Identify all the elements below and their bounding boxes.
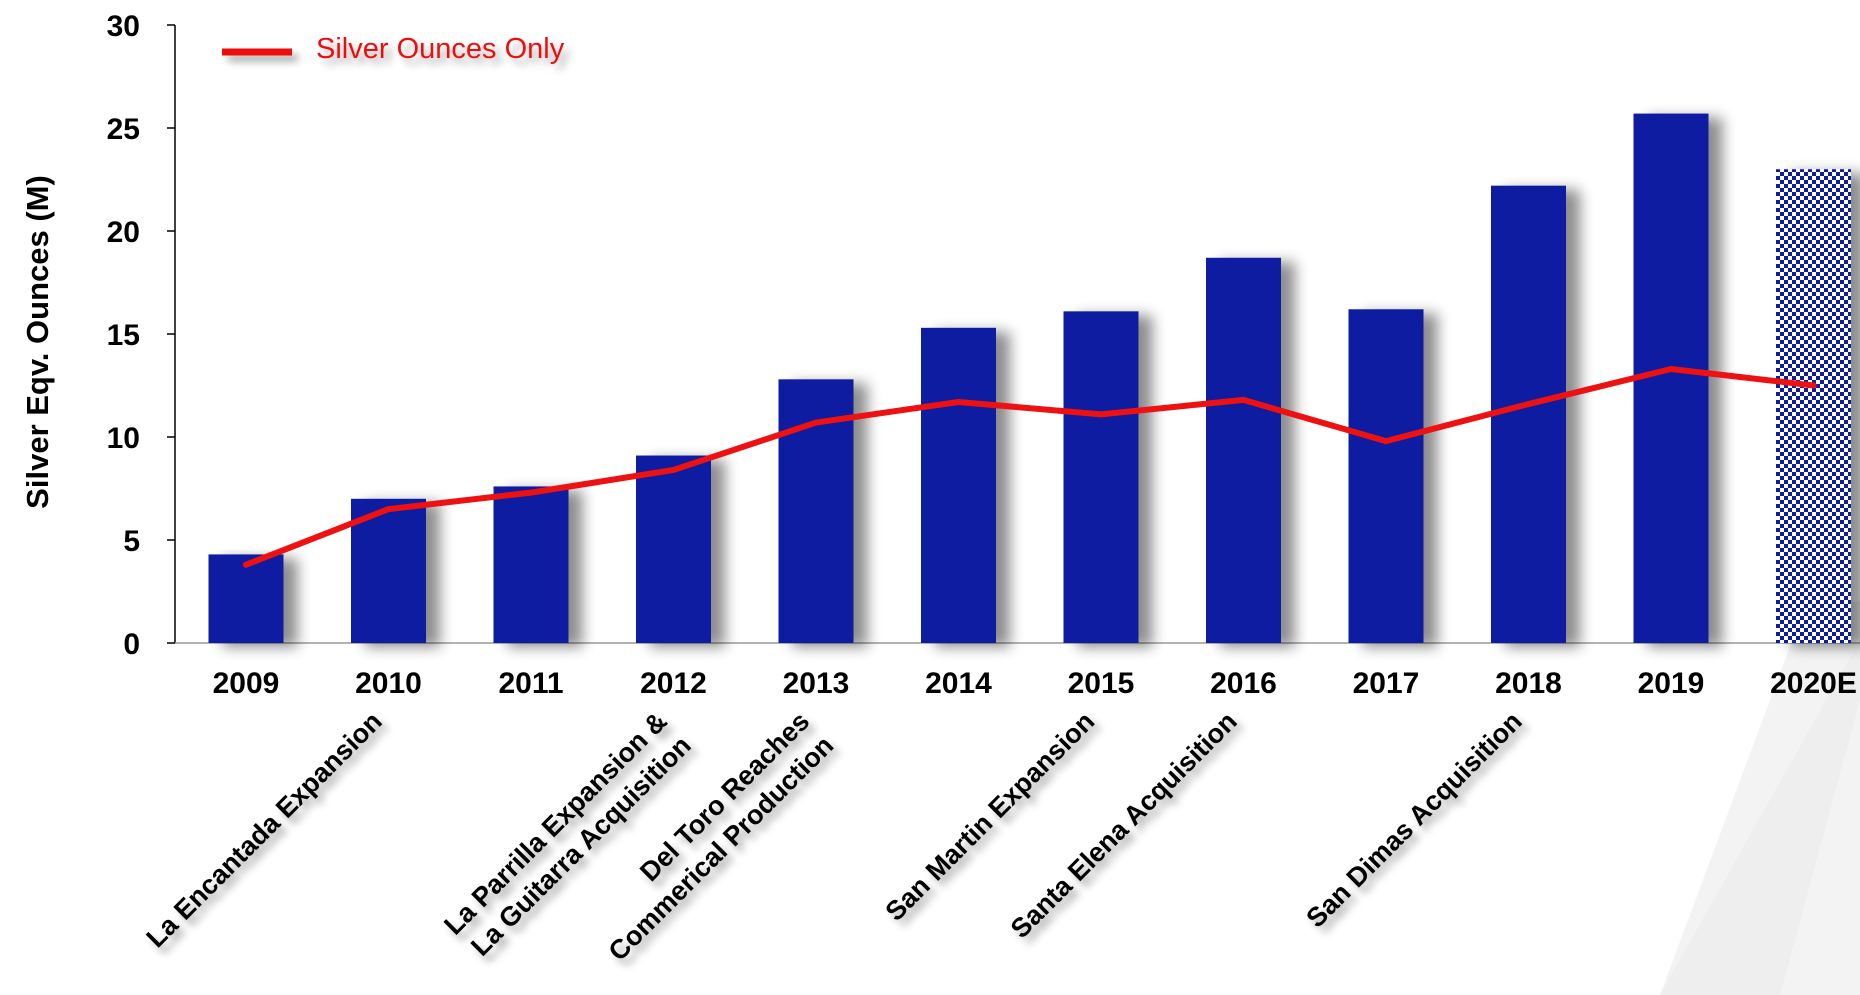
y-tick-label: 10 <box>107 422 140 455</box>
line-point <box>1525 401 1532 408</box>
line-point <box>1240 396 1247 403</box>
silver-ounces-line <box>243 366 1817 568</box>
line-point <box>813 419 819 426</box>
x-tick-label: 2011 <box>498 667 563 700</box>
line-point <box>1810 382 1817 389</box>
bar-2020e <box>1776 169 1851 643</box>
x-tick-label: 2014 <box>925 667 992 700</box>
line-point <box>670 466 677 473</box>
line-point <box>1383 438 1389 445</box>
x-tick-label: 2013 <box>783 667 850 700</box>
x-tick-label: 2010 <box>355 667 422 700</box>
bar-2010 <box>351 498 426 643</box>
bar-2009 <box>208 554 284 643</box>
watermark-stroke <box>1660 640 1860 995</box>
watermark-stroke <box>1660 600 1860 995</box>
line-point <box>1668 366 1674 373</box>
bar-2015 <box>1063 311 1139 643</box>
bar-2014 <box>921 327 996 643</box>
bar-2012 <box>636 455 711 643</box>
y-tick-label: 5 <box>123 525 140 558</box>
y-axis-label: Silver Eqv. Ounces (M) <box>20 175 55 509</box>
y-tick-label: 0 <box>123 628 140 661</box>
line-point <box>955 398 962 405</box>
x-tick-label: 2018 <box>1495 667 1562 700</box>
x-tick-label: 2009 <box>213 667 280 700</box>
bar-2017 <box>1348 309 1424 643</box>
y-tick-label: 15 <box>107 319 140 352</box>
legend-label: Silver Ounces Only <box>316 33 565 65</box>
y-tick-label: 25 <box>107 113 140 146</box>
x-tick-label: 2012 <box>640 667 707 700</box>
x-tick-label: 2019 <box>1638 667 1705 700</box>
line-point <box>1098 411 1104 418</box>
y-tick-label: 20 <box>107 216 140 249</box>
line-point <box>385 506 392 513</box>
milestone-annotation: San Dimas Acquisition <box>1300 706 1527 933</box>
bar-2018 <box>1491 185 1566 643</box>
milestone-annotation: Santa Elena Acquisition <box>1005 706 1243 944</box>
x-tick-label: 2015 <box>1068 667 1135 700</box>
milestone-annotation: La Encantada Expansion <box>141 706 388 953</box>
bar-2019 <box>1633 113 1709 643</box>
legend: Silver Ounces Only <box>222 33 565 65</box>
bar-2011 <box>493 486 569 643</box>
annotations: La Encantada Expansion La Parrilla Expans… <box>141 706 1528 967</box>
plot-area: Silver Eqv. Ounces (M) 0 5 10 15 20 25 30 2009 20… <box>20 10 1860 967</box>
x-tick-label: 2017 <box>1353 667 1420 700</box>
y-tick-label: 30 <box>107 10 140 43</box>
x-tick-label: 2016 <box>1210 667 1277 700</box>
line-point <box>528 489 534 496</box>
x-tick-label: 2020E <box>1770 667 1857 700</box>
line-point <box>243 561 249 568</box>
bar-2016 <box>1206 257 1281 643</box>
